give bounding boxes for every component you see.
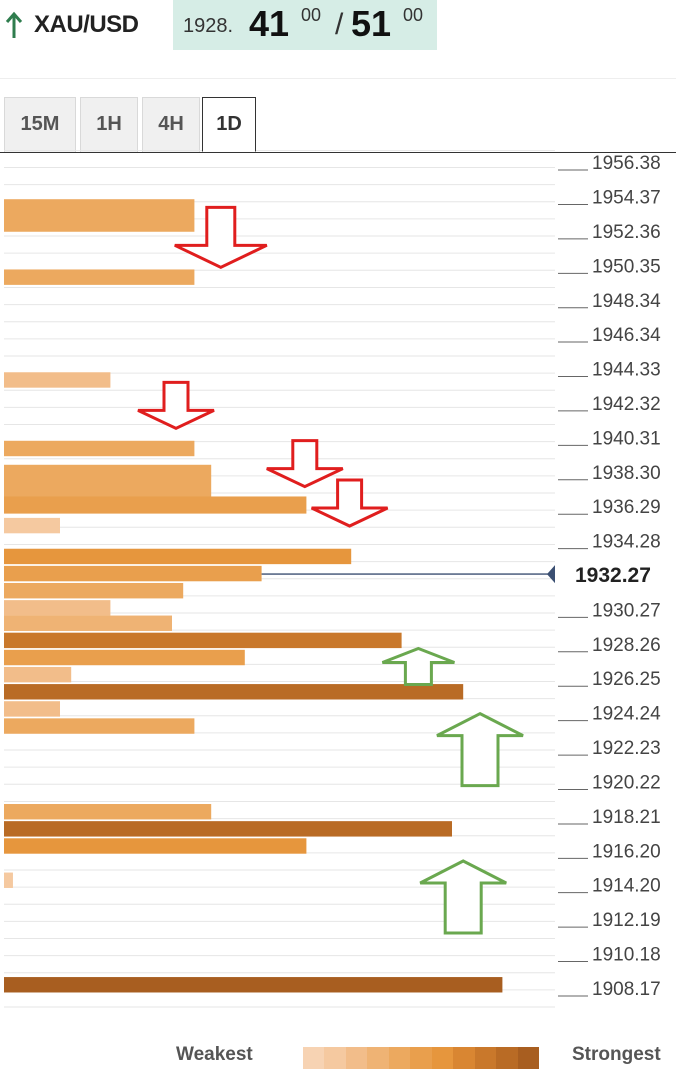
legend-swatch: [431, 1047, 454, 1069]
strength-bar: [4, 615, 172, 631]
bid-ask-quote: 1928. 41 00 / 51 00: [173, 0, 437, 50]
strength-bar: [4, 804, 212, 820]
ask-main: 51: [351, 3, 392, 44]
strength-bar: [4, 718, 195, 734]
up-arrow-icon: [5, 11, 23, 38]
y-tick-label: 1936.29: [592, 497, 661, 518]
strength-bar: [4, 632, 402, 649]
y-tick-label: 1950.35: [592, 256, 661, 277]
y-tick-label: 1944.33: [592, 359, 661, 380]
legend-swatch: [388, 1047, 411, 1069]
y-tick-label: 1938.30: [592, 463, 661, 484]
y-tick-label: 1912.19: [592, 910, 661, 931]
instrument-symbol[interactable]: XAU/USD: [34, 11, 139, 38]
quote-header: XAU/USD 1928. 41 00 / 51 00: [0, 0, 687, 52]
legend-swatch: [367, 1047, 389, 1069]
quote-separator: /: [335, 8, 344, 41]
y-tick-label: 1930.27: [592, 600, 661, 621]
strength-bar: [4, 517, 60, 534]
header-divider: [0, 78, 676, 79]
y-tick-label: 1940.31: [592, 428, 661, 449]
strength-bar: [4, 440, 195, 457]
strength-bar: [4, 684, 464, 700]
y-tick-label: 1922.23: [592, 738, 661, 759]
strength-bar: [4, 701, 60, 717]
strength-bar: [4, 977, 503, 993]
strength-bar: [4, 548, 352, 565]
y-tick-label: 1956.38: [592, 153, 661, 174]
y-tick-label: 1916.20: [592, 841, 661, 862]
y-tick-label: 1908.17: [592, 979, 661, 1000]
strength-bar: [4, 199, 195, 232]
tab-1d[interactable]: 1D: [202, 97, 256, 152]
y-tick-label: 1926.25: [592, 669, 661, 690]
y-tick-label: 1920.22: [592, 773, 661, 794]
strength-bar: [4, 269, 195, 285]
strength-bar: [4, 666, 72, 683]
bid-main: 41: [249, 3, 290, 44]
current-price-marker: [547, 565, 555, 584]
legend-weakest-label: Weakest: [176, 1044, 253, 1065]
strength-bar: [4, 821, 452, 837]
resistance-arrow-icon: [174, 205, 268, 269]
y-tick-label: 1918.21: [592, 807, 661, 828]
y-tick-label: 1928.26: [592, 635, 661, 656]
timeframe-tabs: 15M 1H 4H 1D: [4, 97, 684, 153]
y-tick-label: 1914.20: [592, 876, 661, 897]
legend-swatch: [496, 1047, 518, 1069]
current-price-label: 1932.27: [575, 564, 651, 587]
strength-bar: [4, 872, 13, 888]
strength-bar: [4, 838, 307, 854]
y-tick-label: 1924.24: [592, 704, 661, 725]
bid-fraction: 00: [301, 5, 322, 25]
resistance-arrow-icon: [310, 478, 389, 528]
legend-swatch: [517, 1047, 539, 1069]
legend-swatch: [324, 1047, 346, 1069]
legend-swatch: [345, 1047, 368, 1069]
support-arrow-icon: [381, 646, 455, 687]
bid-prefix: 1928.: [183, 15, 234, 37]
legend-swatch: [410, 1047, 432, 1069]
y-tick-label: 1946.34: [592, 325, 661, 346]
strength-bar: [4, 496, 307, 514]
legend-swatch: [474, 1047, 497, 1069]
legend-swatch: [453, 1047, 475, 1069]
strength-bar: [4, 600, 111, 616]
resistance-arrow-icon: [266, 439, 344, 489]
y-tick-label: 1954.37: [592, 187, 661, 208]
y-tick-label: 1952.36: [592, 222, 661, 243]
strength-bar: [4, 372, 111, 388]
strength-bar: [4, 464, 212, 498]
strength-bar: [4, 565, 262, 582]
strength-legend-scale: [303, 1047, 539, 1069]
tab-4h[interactable]: 4H: [142, 97, 200, 152]
y-tick-label: 1942.32: [592, 394, 661, 415]
strength-bar: [4, 582, 184, 599]
y-tick-label: 1934.28: [592, 532, 661, 553]
support-arrow-icon: [436, 711, 524, 788]
tab-1h[interactable]: 1H: [80, 97, 138, 152]
legend-swatch: [303, 1047, 325, 1069]
ask-fraction: 00: [403, 5, 424, 25]
tab-15m[interactable]: 15M: [4, 97, 76, 152]
y-tick-label: 1910.18: [592, 945, 661, 966]
support-arrow-icon: [419, 859, 507, 935]
tabs-baseline: [0, 152, 676, 153]
strength-bar: [4, 649, 245, 666]
legend-strongest-label: Strongest: [572, 1044, 661, 1065]
y-tick-label: 1948.34: [592, 291, 661, 312]
confluence-chart: 1956.38 1954.37 1952.36 1950.35 1948.34 1946.…: [4, 150, 661, 1008]
resistance-arrow-icon: [137, 380, 215, 431]
